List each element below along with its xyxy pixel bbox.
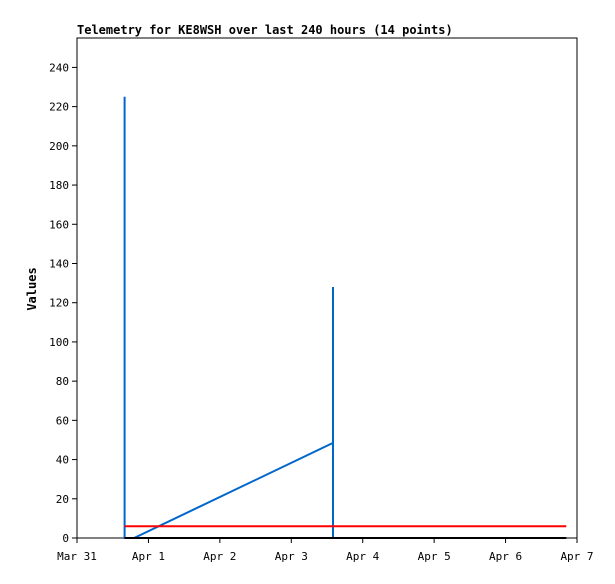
- x-tick-label: Apr 4: [346, 550, 379, 563]
- x-tick-label: Apr 2: [203, 550, 236, 563]
- chart-title: Telemetry for KE8WSH over last 240 hours…: [77, 23, 453, 37]
- y-tick-label: 100: [49, 336, 69, 349]
- y-tick-label: 220: [49, 101, 69, 114]
- y-tick-label: 80: [56, 375, 69, 388]
- x-tick-label: Mar 31: [57, 550, 97, 563]
- series-line-0: [123, 96, 567, 539]
- y-tick-label: 200: [49, 140, 69, 153]
- y-tick-label: 60: [56, 414, 69, 427]
- x-tick-label: Apr 5: [418, 550, 451, 563]
- y-tick-label: 0: [62, 532, 69, 545]
- y-tick-label: 40: [56, 454, 69, 467]
- y-tick-label: 120: [49, 297, 69, 310]
- plot-frame: [76, 37, 578, 539]
- x-tick-label: Apr 1: [132, 550, 165, 563]
- x-tick-label: Apr 3: [275, 550, 308, 563]
- y-tick-label: 20: [56, 493, 69, 506]
- y-tick-label: 140: [49, 257, 69, 270]
- x-tick-label: Apr 7: [560, 550, 593, 563]
- y-tick-label: 160: [49, 218, 69, 231]
- y-axis-label: Values: [25, 267, 39, 310]
- y-tick-label: 180: [49, 179, 69, 192]
- x-tick-label: Apr 6: [489, 550, 522, 563]
- y-tick-label: 240: [49, 61, 69, 74]
